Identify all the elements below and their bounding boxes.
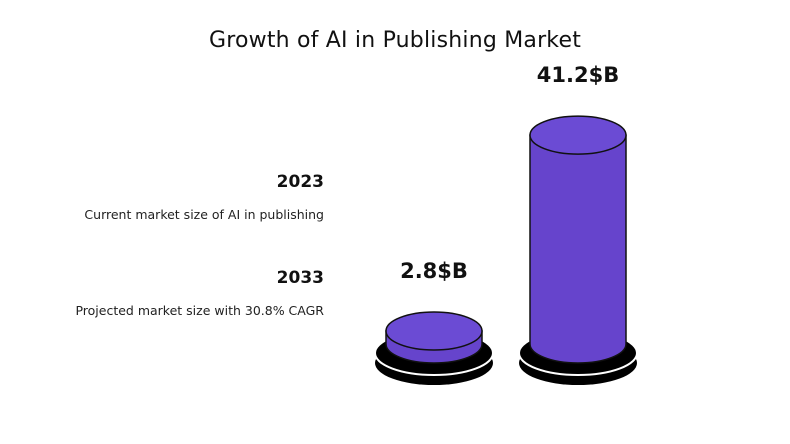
data-label: 2.8$B xyxy=(400,259,468,283)
legend-description: Current market size of AI in publishing xyxy=(84,207,324,222)
legend-year: 2023 xyxy=(276,172,324,192)
chart-title: Growth of AI in Publishing Market xyxy=(208,28,582,53)
bar-top-2033 xyxy=(529,115,627,155)
legend-year: 2033 xyxy=(276,268,324,288)
data-label: 41.2$B xyxy=(537,63,619,87)
legend-entry-2023: 2023 Current market size of AI in publis… xyxy=(64,172,324,224)
legend-entry-2033: 2033 Projected market size with 30.8% CA… xyxy=(64,268,324,320)
legend-description: Projected market size with 30.8% CAGR xyxy=(75,303,324,318)
bar-top-2023 xyxy=(385,311,483,351)
bar-2033 xyxy=(529,134,627,364)
